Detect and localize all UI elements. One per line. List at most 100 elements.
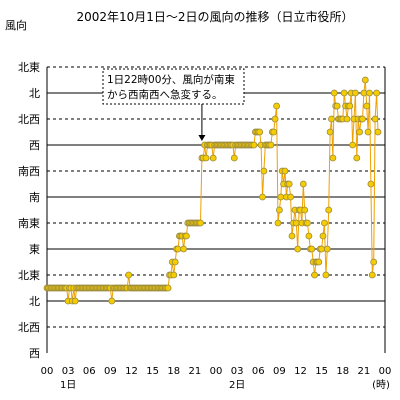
data-point	[294, 245, 302, 253]
data-point	[325, 206, 333, 214]
x-tick-label: 00	[41, 366, 54, 377]
day-label: 1日	[60, 380, 76, 391]
y-tick-label: 北東	[18, 61, 40, 74]
data-point	[256, 128, 264, 136]
y-tick-label: 西	[29, 139, 40, 152]
data-point	[274, 219, 282, 227]
data-point	[371, 115, 379, 123]
data-point	[170, 271, 178, 279]
data-point	[180, 245, 188, 253]
data-point	[318, 245, 326, 253]
data-point	[363, 102, 371, 110]
data-point	[281, 167, 289, 175]
annotation-line-1: 1日22時00分、風向が南東	[107, 73, 235, 86]
data-point	[361, 76, 369, 84]
data-point	[346, 102, 354, 110]
data-point	[373, 89, 381, 97]
data-point	[299, 180, 307, 188]
data-point	[367, 180, 375, 188]
data-point	[259, 193, 266, 201]
data-point	[311, 271, 319, 279]
data-point	[71, 297, 79, 305]
data-point	[304, 219, 311, 227]
data-point	[374, 128, 382, 136]
data-point	[320, 219, 328, 227]
x-axis-labels: 00 03 06 09 12 15 18 21 00 03 06 09 12 15 18 21 00 1日 2日 (時…	[41, 366, 392, 391]
x-tick-label: 15	[315, 366, 328, 377]
data-point	[108, 297, 116, 305]
data-point	[275, 206, 283, 214]
x-tick-label: 18	[167, 366, 180, 377]
data-point	[164, 284, 172, 292]
data-point	[319, 232, 327, 240]
data-point	[260, 167, 268, 175]
y-tick-label: 南東	[18, 217, 40, 230]
series-markers	[43, 76, 382, 305]
x-tick-label: 12	[294, 366, 307, 377]
x-unit-label: (時)	[372, 379, 390, 391]
annotation-box	[102, 68, 245, 105]
data-point	[202, 154, 210, 162]
data-point	[364, 128, 372, 136]
data-point	[182, 232, 190, 240]
y-tick-label: 南	[29, 191, 40, 204]
day-label: 2日	[229, 380, 245, 391]
data-point	[366, 89, 373, 97]
y-tick-label: 北	[29, 295, 40, 308]
data-point	[333, 102, 341, 110]
data-point	[305, 232, 313, 240]
data-point	[356, 128, 364, 136]
x-tick-label: 03	[231, 366, 244, 377]
annotation-line-2: から西南西へ急変する。	[107, 88, 223, 101]
x-tick-label: 09	[273, 366, 286, 377]
data-point	[343, 115, 351, 123]
series-line	[47, 79, 379, 302]
data-point	[370, 258, 378, 266]
x-tick-label: 06	[252, 366, 265, 377]
data-point	[285, 180, 293, 188]
x-tick-label: 15	[146, 366, 159, 377]
data-point	[322, 271, 330, 279]
data-point	[328, 115, 335, 123]
x-tick-label: 00	[210, 366, 223, 377]
x-tick-label: 00	[379, 366, 392, 377]
x-tick-label: 21	[358, 366, 371, 377]
data-point	[171, 258, 179, 266]
data-point	[230, 154, 238, 162]
data-point	[287, 193, 295, 201]
data-point	[273, 102, 281, 110]
data-point	[125, 271, 133, 279]
data-point	[271, 115, 279, 123]
data-point	[270, 128, 278, 136]
y-tick-label: 南西	[18, 165, 40, 178]
data-point	[360, 89, 368, 97]
x-tick-label: 18	[336, 366, 349, 377]
data-point	[301, 206, 309, 214]
data-point	[250, 141, 258, 149]
data-point	[174, 245, 182, 253]
data-point	[308, 245, 316, 253]
x-tick-label: 21	[189, 366, 202, 377]
x-tick-label: 12	[125, 366, 138, 377]
data-point	[351, 89, 359, 97]
y-tick-label: 北東	[18, 269, 40, 282]
x-tick-label: 09	[104, 366, 117, 377]
y-tick-label: 東	[29, 243, 40, 256]
data-point	[288, 232, 296, 240]
data-point	[209, 154, 217, 162]
data-point	[329, 154, 337, 162]
data-point	[267, 141, 275, 149]
annotation: 1日22時00分、風向が南東 から西南西へ急変する。	[102, 68, 245, 141]
data-point	[353, 154, 361, 162]
chart-title: 2002年10月1日～2日の風向の推移（日立市役所）	[76, 9, 353, 24]
annotation-arrowhead	[198, 135, 206, 141]
data-point	[368, 271, 376, 279]
data-point	[197, 219, 204, 227]
data-point	[315, 258, 323, 266]
data-point	[340, 89, 348, 97]
y-axis-title: 風向	[5, 18, 27, 32]
y-tick-label: 西	[29, 347, 40, 360]
data-point	[292, 219, 300, 227]
data-point	[330, 89, 338, 97]
